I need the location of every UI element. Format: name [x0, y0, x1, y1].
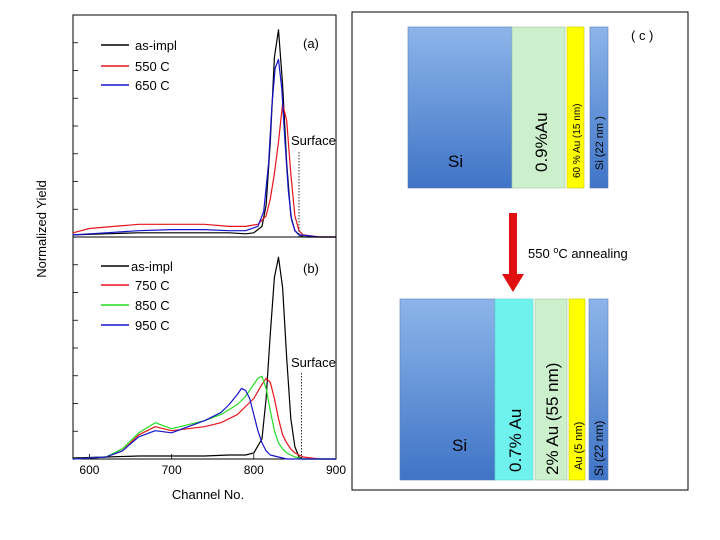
- x-tick-label: 800: [244, 463, 264, 477]
- before-layer-au-doped: [511, 26, 566, 189]
- before-stack: Si 0.9%Au 60 % Au (15 nm) Si (22 nm ): [407, 26, 609, 189]
- after-layer-au-low-label: 0.7% Au: [506, 409, 525, 472]
- before-layer-si-cap-label: Si (22 nm ): [594, 116, 606, 170]
- annealing-label-temp: 550: [528, 246, 553, 261]
- annealing-label-degree: o: [553, 245, 558, 255]
- panel-a-frame: [72, 14, 337, 238]
- panel-a-label: (a): [303, 36, 319, 51]
- annealing-label-text: C annealing: [558, 246, 627, 261]
- series-550-c: [72, 103, 336, 238]
- series-850-c: [72, 375, 336, 460]
- legend-a-label-2: 650 C: [135, 78, 170, 93]
- annealing-label: 550 oC annealing: [528, 245, 628, 261]
- panel-b-legend: as-impl 750 C 850 C 950 C: [101, 259, 173, 333]
- before-layer-au-doped-label: 0.9%Au: [532, 112, 551, 172]
- panel-a-legend: as-impl 550 C 650 C: [101, 38, 177, 93]
- series-750-c: [72, 377, 336, 460]
- panel-b-label: (b): [303, 261, 319, 276]
- after-layer-au-thin: [568, 298, 586, 481]
- after-layer-si-substrate: [399, 298, 496, 481]
- before-layer-au-rich: [566, 26, 585, 189]
- before-layer-au-rich-label: 60 % Au (15 nm): [572, 104, 583, 178]
- after-layer-au-mid: [534, 298, 568, 481]
- before-layer-si-label: Si: [448, 152, 463, 171]
- x-axis-label: Channel No.: [172, 487, 244, 502]
- x-tick-label: 700: [162, 463, 182, 477]
- before-layer-si-cap: [589, 26, 609, 189]
- panel-a-surface-label: Surface: [291, 133, 336, 148]
- after-layer-si-cap: [588, 298, 609, 481]
- legend-a-label-1: 550 C: [135, 59, 170, 74]
- panel-c-label: ( c ): [631, 28, 653, 43]
- panel-b-series: [72, 256, 336, 460]
- before-layer-si-substrate: [407, 26, 513, 189]
- panel-a: Surface (a) as-impl 550 C 650 C: [72, 14, 337, 238]
- annealing-arrow-head: [502, 274, 524, 292]
- after-stack: Si 0.7% Au 2% Au (55 nm) Au (5 nm) Si (2…: [399, 298, 609, 481]
- after-layer-au-low: [494, 298, 534, 481]
- panel-c: ( c ) Si 0.9%Au 60 % Au (15 nm) Si (22 n…: [351, 11, 689, 491]
- annealing-arrow-shaft: [509, 213, 517, 276]
- legend-b-label-0: as-impl: [131, 259, 173, 274]
- legend-b-label-2: 850 C: [135, 298, 170, 313]
- series-950-c: [72, 387, 336, 460]
- after-layer-si-label: Si: [452, 436, 467, 455]
- legend-b-label-3: 950 C: [135, 318, 170, 333]
- legend-b-label-1: 750 C: [135, 278, 170, 293]
- y-axis-label: Normalized Yield: [34, 180, 49, 278]
- panel-b-frame: [72, 236, 337, 460]
- after-layer-au-thin-label: Au (5 nm): [573, 422, 585, 470]
- x-tick-label: 900: [326, 463, 346, 477]
- panel-a-series: [72, 29, 336, 238]
- panel-a-ticks: [73, 42, 78, 210]
- panel-b-surface-label: Surface: [291, 355, 336, 370]
- after-layer-si-cap-label: Si (22 nm): [592, 421, 606, 476]
- panel-b-ticks: 600 700 800 900: [73, 264, 346, 477]
- x-tick-label: 600: [79, 463, 99, 477]
- after-layer-au-mid-label: 2% Au (55 nm): [543, 363, 562, 475]
- legend-a-label-0: as-impl: [135, 38, 177, 53]
- annealing-arrow: 550 oC annealing: [502, 213, 628, 292]
- panel-b: 600 700 800 900 Surface (b) as-impl 750 C 8…: [72, 236, 346, 477]
- series-650-c: [72, 58, 336, 238]
